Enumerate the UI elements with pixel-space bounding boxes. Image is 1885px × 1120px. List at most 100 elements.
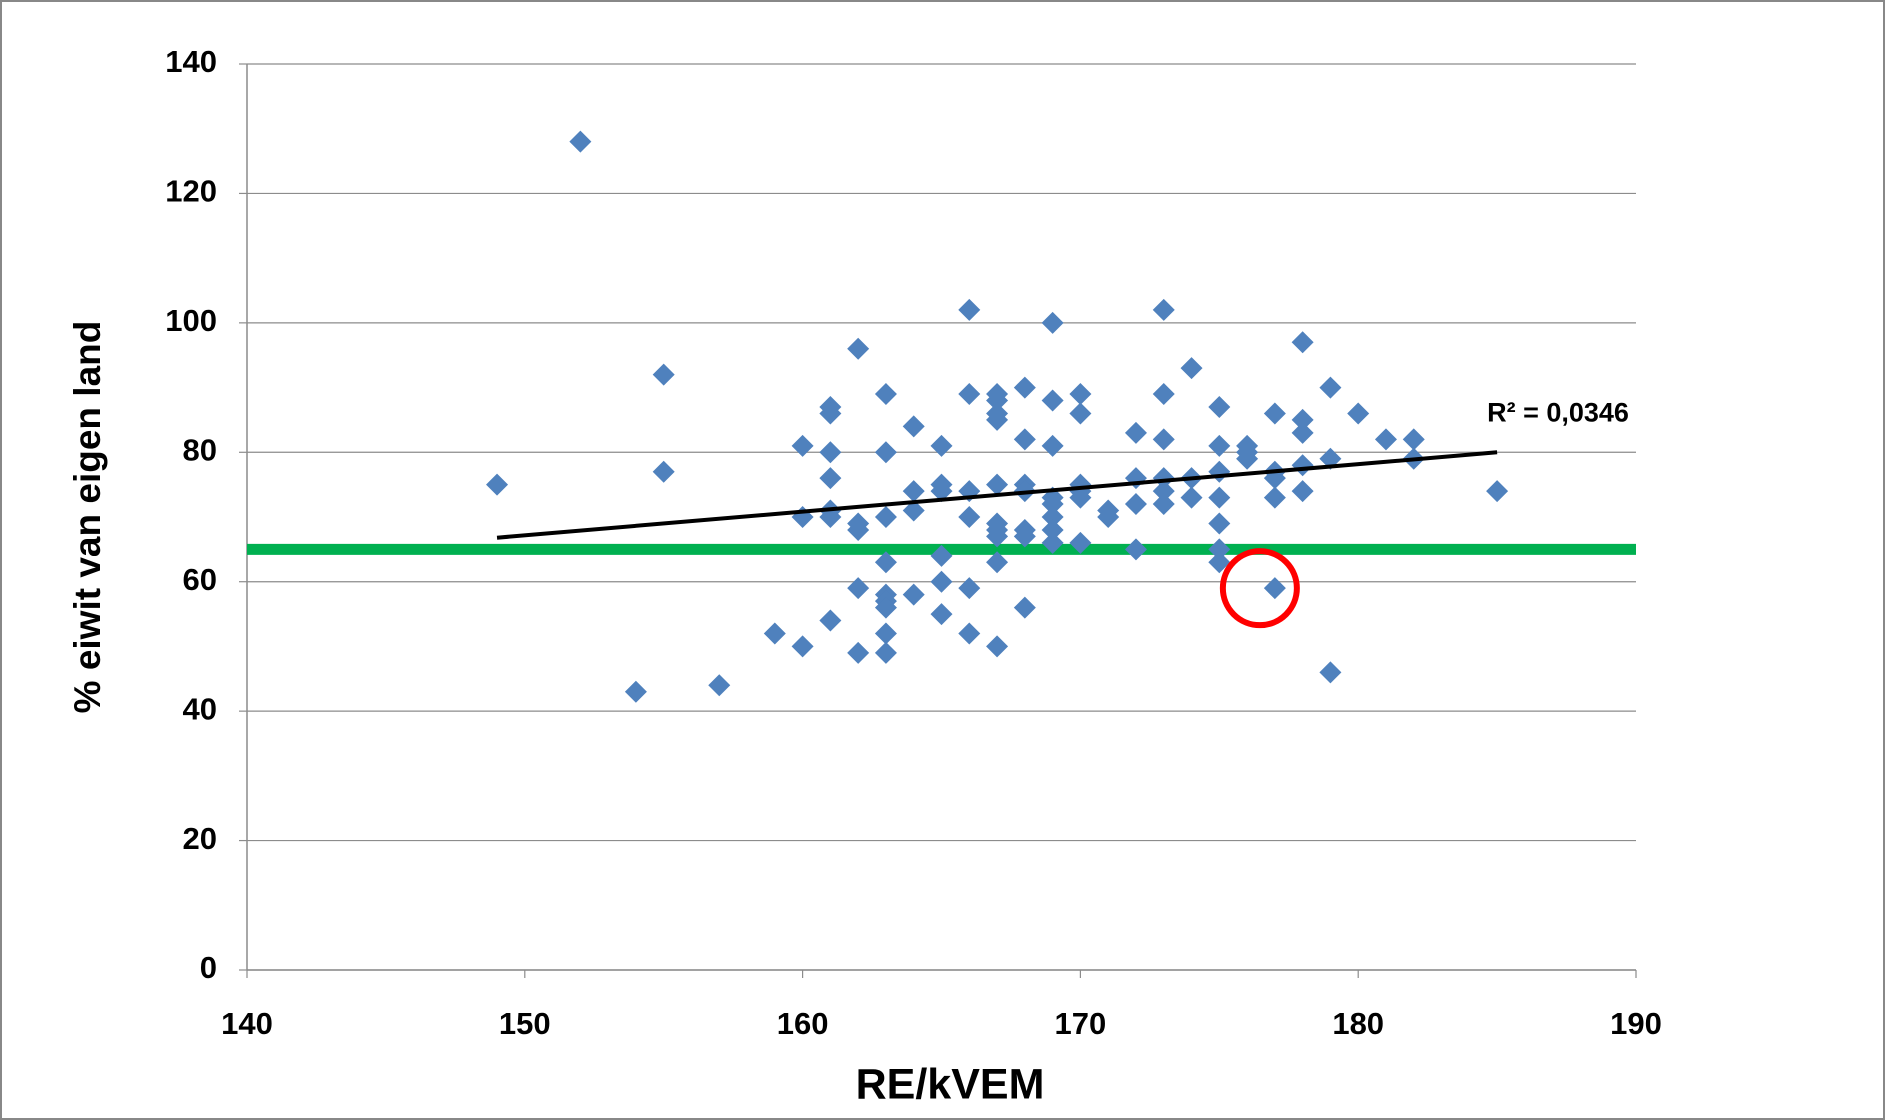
point xyxy=(874,506,897,528)
point xyxy=(1180,357,1203,380)
point xyxy=(791,635,814,658)
trendline xyxy=(496,450,1498,540)
point xyxy=(1041,506,1064,528)
point xyxy=(1291,408,1314,431)
x-axis-label: RE/kVEM xyxy=(856,1060,1045,1108)
point xyxy=(874,441,897,464)
point xyxy=(958,622,981,645)
point xyxy=(847,577,870,600)
point xyxy=(1263,486,1286,509)
point xyxy=(958,383,981,406)
point xyxy=(1124,421,1147,444)
point xyxy=(986,389,1009,412)
point xyxy=(1013,428,1036,451)
x-tick-label: 170 xyxy=(1055,1006,1107,1041)
y-tick-label: 0 xyxy=(200,950,217,985)
point xyxy=(624,680,647,703)
point xyxy=(819,441,842,464)
x-tick-label: 140 xyxy=(221,1006,273,1041)
point xyxy=(708,674,731,697)
y-tick-label: 80 xyxy=(183,432,217,467)
point xyxy=(930,434,953,457)
point xyxy=(1041,311,1064,334)
y-axis-label: % eiwit van eigen land xyxy=(67,321,108,714)
point xyxy=(847,337,870,360)
point xyxy=(819,609,842,632)
point xyxy=(958,506,981,528)
point xyxy=(1069,486,1092,509)
point xyxy=(874,383,897,406)
point xyxy=(958,577,981,600)
point xyxy=(1124,493,1147,516)
point xyxy=(902,415,925,438)
point xyxy=(1402,428,1425,451)
point xyxy=(791,434,814,457)
point xyxy=(1013,525,1036,548)
point xyxy=(986,408,1009,431)
point xyxy=(930,544,953,567)
point xyxy=(1319,376,1342,399)
point xyxy=(874,551,897,574)
point xyxy=(1041,531,1064,554)
point xyxy=(1069,531,1092,554)
point xyxy=(1069,402,1092,425)
point xyxy=(1208,486,1231,509)
point xyxy=(1263,402,1286,425)
point xyxy=(1374,428,1397,451)
point xyxy=(1486,480,1509,503)
point xyxy=(930,480,953,503)
point xyxy=(569,130,592,153)
y-tick-label: 60 xyxy=(183,562,217,597)
point xyxy=(1041,434,1064,457)
point xyxy=(652,363,675,386)
x-tick-label: 190 xyxy=(1610,1006,1662,1041)
point xyxy=(930,570,953,593)
x-tick-label: 180 xyxy=(1332,1006,1384,1041)
point xyxy=(652,460,675,483)
point xyxy=(1291,331,1314,354)
point xyxy=(819,402,842,425)
point xyxy=(1291,421,1314,444)
point xyxy=(1041,518,1064,541)
point xyxy=(986,525,1009,548)
point xyxy=(1013,596,1036,619)
trendline-label: R² = 0,0346 xyxy=(1487,397,1629,427)
y-tick-label: 100 xyxy=(165,303,217,338)
point xyxy=(1152,493,1175,516)
point xyxy=(1041,493,1064,516)
point xyxy=(1152,428,1175,451)
point xyxy=(1152,383,1175,406)
point xyxy=(958,298,981,321)
point xyxy=(902,499,925,522)
point xyxy=(930,603,953,626)
x-tick-label: 150 xyxy=(499,1006,551,1041)
point xyxy=(874,596,897,619)
point xyxy=(902,480,925,503)
point xyxy=(1152,467,1175,490)
point xyxy=(1152,480,1175,503)
point xyxy=(874,622,897,645)
y-tick-label: 40 xyxy=(183,691,217,726)
point xyxy=(1291,480,1314,503)
point xyxy=(1152,298,1175,321)
point xyxy=(986,551,1009,574)
point xyxy=(986,635,1009,658)
point xyxy=(1069,383,1092,406)
y-tick-label: 120 xyxy=(165,174,217,209)
point xyxy=(1097,506,1120,528)
point xyxy=(1208,551,1231,574)
point xyxy=(1041,389,1064,412)
point xyxy=(902,583,925,606)
point xyxy=(1319,661,1342,684)
y-tick-label: 140 xyxy=(165,44,217,79)
point xyxy=(874,641,897,664)
point xyxy=(1180,486,1203,509)
point xyxy=(763,622,786,645)
point xyxy=(1208,434,1231,457)
point xyxy=(819,467,842,490)
x-tick-label: 160 xyxy=(777,1006,829,1041)
point xyxy=(1236,447,1259,470)
point xyxy=(847,518,870,541)
y-tick-label: 20 xyxy=(183,821,217,856)
